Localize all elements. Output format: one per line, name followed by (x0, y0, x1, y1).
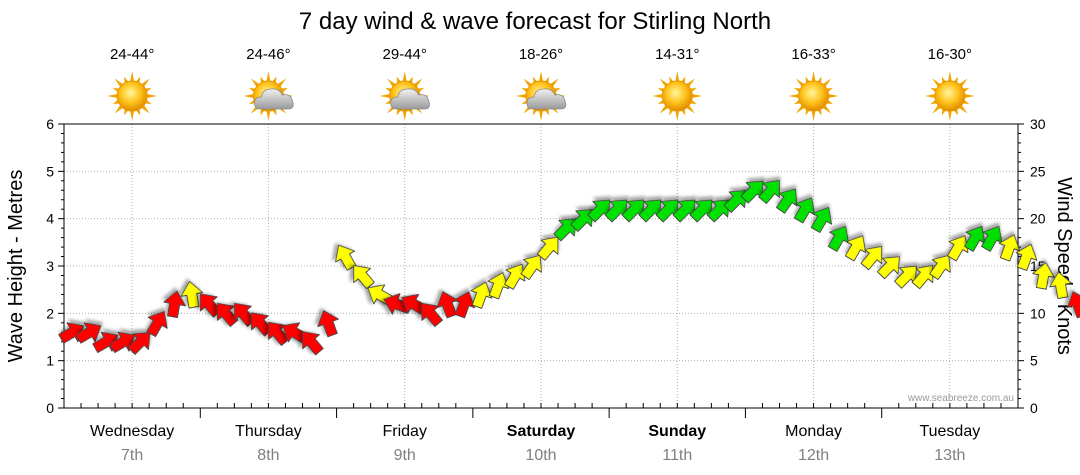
wind-arrow (216, 302, 239, 327)
wind-arrow (353, 265, 375, 290)
date-label: 13th (934, 447, 965, 464)
day-label: Sunday (648, 423, 706, 440)
wind-arrow (911, 265, 934, 290)
wind-arrow (1015, 243, 1038, 271)
temperature-range: 16-30° (928, 46, 972, 63)
wind-arrow (302, 331, 324, 356)
wind-arrow (504, 263, 526, 290)
temperature-range: 18-26° (519, 46, 563, 63)
wind-arrow (706, 199, 730, 223)
temperature-range: 24-46° (246, 46, 290, 63)
right-tick-label: 5 (1030, 353, 1038, 369)
date-label: 7th (121, 447, 143, 464)
wind-arrow (570, 209, 594, 232)
wind-arrow (1066, 291, 1080, 319)
wind-arrow (1032, 262, 1055, 290)
wind-arrow (487, 272, 510, 300)
wind-arrow (758, 179, 780, 204)
left-tick-label: 6 (46, 116, 54, 132)
temperature-range: 16-33° (791, 46, 835, 63)
chart-title: 7 day wind & wave forecast for Stirling … (299, 8, 771, 35)
wind-arrow (775, 188, 798, 214)
date-label: 12th (798, 447, 829, 464)
wind-arrow (844, 235, 867, 262)
watermark: www.seabreeze.com.au (907, 393, 1014, 404)
left-tick-label: 3 (46, 258, 54, 274)
day-label: Thursday (235, 423, 302, 440)
sun-icon (788, 71, 839, 121)
right-tick-label: 0 (1030, 400, 1038, 416)
wind-arrow (335, 244, 357, 271)
day-label: Saturday (507, 423, 576, 440)
right-axis-title: Wind Speed - Knots (1053, 177, 1075, 355)
wind-arrow (553, 218, 577, 242)
wind-arrow (723, 190, 747, 213)
wind-arrow (75, 322, 102, 344)
wind-arrow (453, 291, 476, 319)
day-label: Tuesday (919, 423, 980, 440)
day-label: Monday (785, 423, 842, 440)
wind-arrow (860, 246, 883, 271)
left-axis-title: Wave Height - Metres (5, 170, 27, 363)
wind-arrow (1049, 271, 1072, 300)
date-label: 10th (525, 447, 556, 464)
left-tick-label: 5 (46, 163, 54, 179)
day-label: Wednesday (90, 423, 174, 440)
day-label: Friday (382, 423, 426, 440)
temperature-range: 29-44° (383, 46, 427, 63)
wind-arrow (146, 311, 168, 338)
wind-arrow (163, 290, 186, 319)
wind-arrow (127, 332, 151, 355)
sun-cloud-icon (516, 71, 567, 121)
temperature-range: 24-44° (110, 46, 154, 63)
left-tick-label: 2 (46, 305, 54, 321)
wind-arrow (470, 281, 493, 309)
wind-arrow (947, 235, 969, 262)
date-label: 11th (662, 447, 692, 464)
wind-arrow (180, 281, 204, 309)
wind-arrow (536, 236, 559, 261)
sun-cloud-icon (379, 71, 430, 121)
sun-icon (924, 71, 975, 121)
wind-arrow (929, 254, 951, 280)
right-tick-label: 30 (1030, 116, 1046, 132)
sun-cloud-icon (243, 71, 294, 121)
temperature-range: 14-31° (655, 46, 699, 63)
date-label: 8th (257, 447, 279, 464)
sun-icon (107, 71, 158, 121)
wind-arrow (877, 256, 900, 280)
left-tick-label: 0 (46, 400, 54, 416)
left-tick-label: 1 (46, 353, 54, 369)
right-tick-label: 25 (1030, 163, 1046, 179)
right-tick-label: 20 (1030, 211, 1046, 227)
wind-arrow (520, 254, 542, 280)
date-label: 9th (394, 447, 416, 464)
sun-icon (652, 71, 703, 121)
wind-arrow (317, 310, 339, 338)
left-tick-label: 4 (46, 211, 54, 227)
wind-arrow (998, 234, 1021, 262)
right-tick-label: 10 (1030, 305, 1046, 321)
wind-arrow (810, 206, 833, 233)
